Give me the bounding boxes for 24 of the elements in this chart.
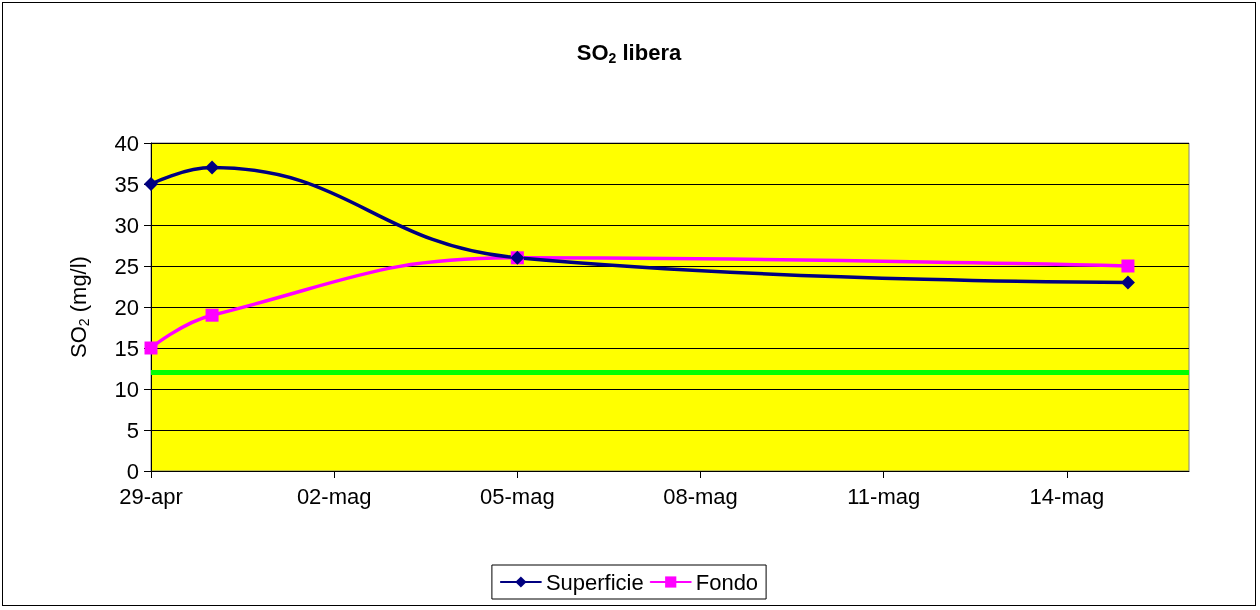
point xyxy=(205,160,220,175)
y-tick-label: 35 xyxy=(114,171,139,197)
point xyxy=(1121,259,1135,273)
legend-label: Fondo xyxy=(695,569,759,595)
x-tick-label: 14-mag xyxy=(1029,483,1105,509)
point xyxy=(144,177,158,191)
y-tick-label: 10 xyxy=(114,376,139,402)
legend-label: Superficie xyxy=(545,569,644,595)
y-tick-label: 40 xyxy=(114,130,139,156)
x-tick-label: 08-mag xyxy=(663,483,738,509)
x-tick-label: 05-mag xyxy=(480,483,555,509)
y-tick-label: 20 xyxy=(114,294,139,320)
y-tick-label: 25 xyxy=(114,253,139,279)
y-tick-label: 0 xyxy=(126,458,139,484)
y-tick-label: 5 xyxy=(126,417,139,443)
x-tick-label: 11-mag xyxy=(847,483,921,509)
point xyxy=(205,308,219,322)
point xyxy=(144,341,158,355)
y-tick-label: 15 xyxy=(114,335,139,361)
y-axis-title: SO2 (mg/l) xyxy=(66,256,92,358)
point xyxy=(1120,275,1135,290)
x-tick-label: 29-apr xyxy=(119,483,183,509)
x-tick-label: 02-mag xyxy=(296,483,372,509)
y-tick-label: 30 xyxy=(114,212,139,238)
